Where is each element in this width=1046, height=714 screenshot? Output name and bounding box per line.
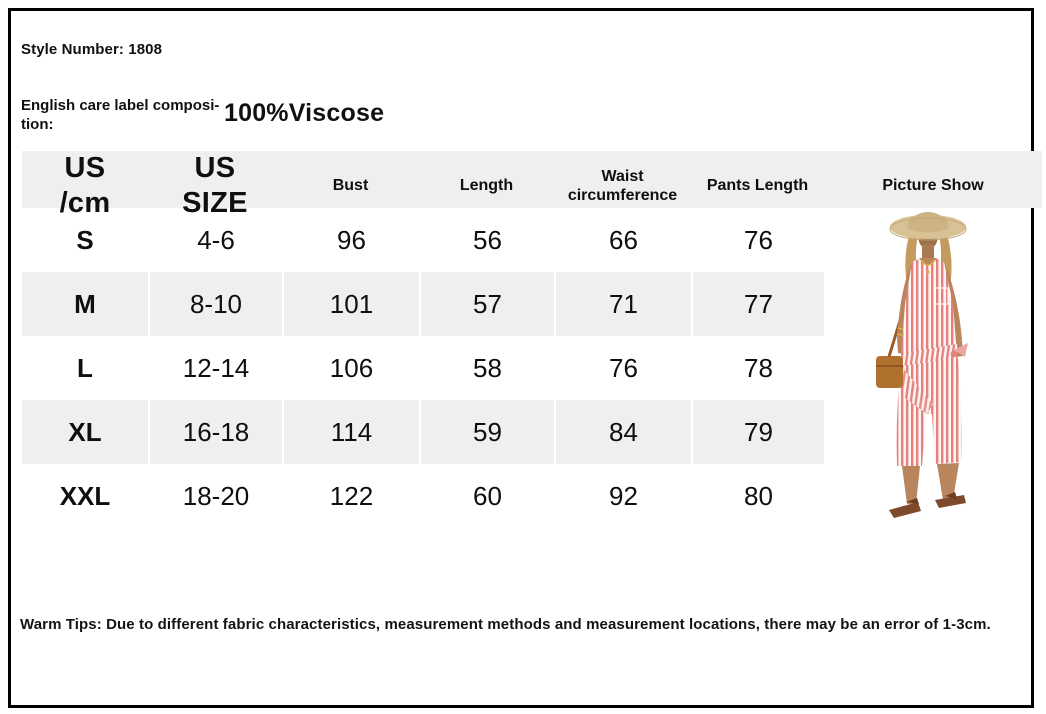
table-header-row: US /cm US SIZE Bust Length Waist circumf… xyxy=(22,151,1042,219)
shoulder-bag xyxy=(876,356,903,388)
striped-top xyxy=(901,258,957,360)
care-label-line1: English care label composi- xyxy=(21,97,220,114)
bow xyxy=(954,343,968,357)
col-header-length: Length xyxy=(459,177,514,195)
cell-picture xyxy=(824,272,1042,336)
cell-us-size: 12-14 xyxy=(148,336,282,400)
cell-pants: 79 xyxy=(691,400,824,464)
table-row-xxl: XXL 18-20 122 60 92 80 xyxy=(22,464,1042,528)
col-header-bust: Bust xyxy=(332,177,369,195)
care-label-line2: tion: xyxy=(21,115,54,133)
care-label-text: English care label composi- tion: xyxy=(21,97,231,135)
outer-border-frame: Style Number: 1808 English care label co… xyxy=(8,8,1042,708)
cell-us-size: 4-6 xyxy=(148,208,282,272)
cell-length: 57 xyxy=(419,272,554,336)
table-row-xl: XL 16-18 114 59 84 79 xyxy=(22,400,1042,464)
style-number-text: Style Number: 1808 xyxy=(21,41,163,58)
cell-waist: 84 xyxy=(554,400,691,464)
cell-waist: 71 xyxy=(554,272,691,336)
cell-size: S xyxy=(76,224,94,255)
size-table: US /cm US SIZE Bust Length Waist circumf… xyxy=(22,151,1042,528)
cell-waist: 76 xyxy=(554,336,691,400)
col-header-us-cm: US /cm xyxy=(59,152,111,219)
cell-picture xyxy=(824,336,1042,400)
cell-bust: 106 xyxy=(282,336,419,400)
cell-pants: 80 xyxy=(691,464,824,528)
cell-size: XL xyxy=(22,400,148,464)
cell-waist: 66 xyxy=(554,208,691,272)
cell-bust: 114 xyxy=(282,400,419,464)
warm-tips-text: Warm Tips: Due to different fabric chara… xyxy=(20,616,991,633)
cell-waist: 92 xyxy=(554,464,691,528)
cell-picture xyxy=(824,464,1042,528)
composition-value: 100%Viscose xyxy=(224,99,385,127)
cell-length: 58 xyxy=(419,336,554,400)
chest-pocket xyxy=(934,287,949,305)
cell-length: 59 xyxy=(419,400,554,464)
cell-picture xyxy=(824,208,1042,272)
cell-us-size: 16-18 xyxy=(148,400,282,464)
cell-us-size: 18-20 xyxy=(148,464,282,528)
necklace xyxy=(920,259,936,266)
cell-size: M xyxy=(22,272,148,336)
cell-size: XXL xyxy=(59,480,111,511)
col-header-pants-length: Pants Length xyxy=(706,177,809,195)
cell-pants: 77 xyxy=(691,272,824,336)
table-row-m: M 8-10 101 57 71 77 xyxy=(22,272,1042,336)
table-row-s: S 4-6 96 56 66 76 xyxy=(22,208,1042,272)
col-header-us-size: US SIZE xyxy=(182,152,248,219)
cell-bust: 122 xyxy=(282,464,419,528)
sandal-right xyxy=(935,495,966,508)
cell-length: 60 xyxy=(419,464,554,528)
cell-us-size: 8-10 xyxy=(148,272,282,336)
cell-pants: 76 xyxy=(691,208,824,272)
cell-size: L xyxy=(77,352,93,383)
table-row-l: L 12-14 106 58 76 78 xyxy=(22,336,1042,400)
model-photo xyxy=(876,212,968,518)
cell-picture xyxy=(824,400,1042,464)
cell-pants: 78 xyxy=(691,336,824,400)
cell-length: 56 xyxy=(419,208,554,272)
col-header-picture-show: Picture Show xyxy=(882,177,984,195)
cell-bust: 96 xyxy=(282,208,419,272)
cell-bust: 101 xyxy=(282,272,419,336)
sandal-left xyxy=(889,502,921,518)
col-header-waist: Waist circumference xyxy=(567,167,678,204)
